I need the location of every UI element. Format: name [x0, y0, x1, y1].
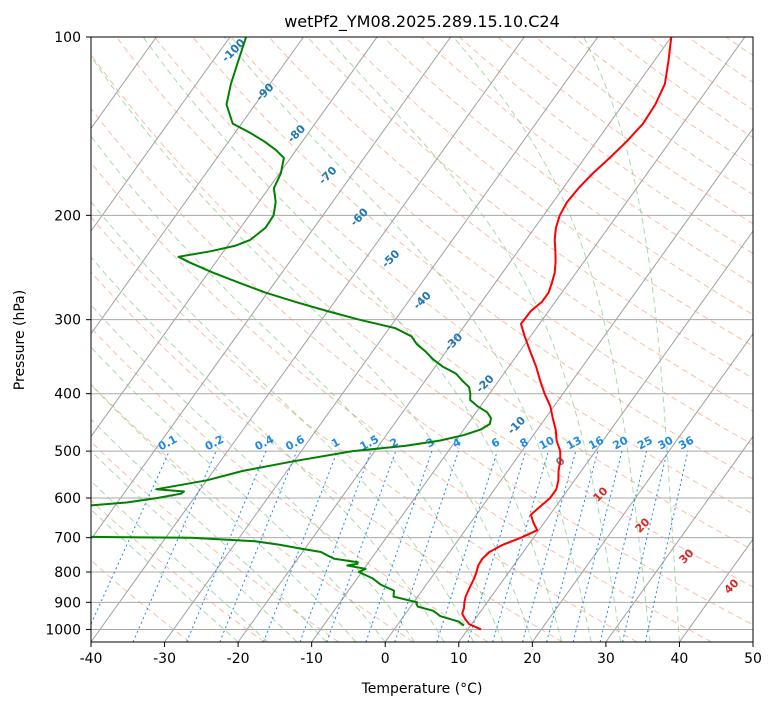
- dry-adiabat-line: [268, 37, 753, 412]
- dry-adiabat-line: [230, 37, 753, 446]
- moist-adiabat-line: [91, 55, 533, 642]
- y-tick-label: 900: [54, 595, 81, 611]
- dry-adiabat-line: [116, 37, 753, 551]
- moist-adiabat-line: [91, 135, 504, 642]
- isotherm-line: [91, 37, 304, 335]
- dry-adiabat-line: [91, 383, 414, 642]
- moist-adiabat-line: [91, 346, 386, 642]
- dry-adiabat-line: [91, 53, 753, 588]
- mixing-ratio-label: 13: [564, 434, 584, 453]
- moist-adiabat-line: [91, 480, 268, 642]
- mixing-ratio-label: 20: [611, 434, 631, 453]
- mixing-ratio-line: [394, 450, 459, 642]
- y-tick-label: 800: [54, 565, 81, 581]
- dry-adiabat-line: [91, 107, 753, 626]
- dry-adiabat-line: [497, 37, 753, 225]
- x-axis-label: Temperature (°C): [361, 681, 483, 697]
- moist-adiabat-line: [142, 37, 563, 642]
- chart-title: wetPf2_YM08.2025.289.15.10.C24: [284, 12, 560, 32]
- dry-adiabat-line: [573, 37, 753, 167]
- isotherm-line: [91, 37, 452, 541]
- dry-adiabat-line: [459, 37, 753, 255]
- dry-adiabat-line: [91, 327, 489, 642]
- x-tick-label: 0: [381, 651, 390, 667]
- x-tick-label: -20: [227, 651, 250, 667]
- y-tick-label: 100: [54, 30, 81, 46]
- mixing-ratio-line: [365, 450, 433, 642]
- moist-adiabat-line: [91, 508, 239, 642]
- moist-adiabat-line: [223, 37, 592, 642]
- moist-adiabat-line: [452, 37, 651, 642]
- mixing-ratio-line: [521, 450, 577, 642]
- y-tick-label: 500: [54, 444, 81, 460]
- x-tick-label: 40: [671, 651, 689, 667]
- isotherm-line: [311, 37, 746, 642]
- dry-adiabat-line: [344, 37, 753, 347]
- isotherm-line: [384, 127, 753, 642]
- mixing-ratio-label: 16: [586, 434, 606, 453]
- dry-adiabat-line: [91, 499, 265, 642]
- mixing-ratio-line: [299, 450, 372, 642]
- x-tick-label: 20: [523, 651, 541, 667]
- mixing-ratio-label: 30: [656, 434, 676, 453]
- x-tick-label: -40: [80, 651, 103, 667]
- y-tick-label: 700: [54, 531, 81, 547]
- moist-adiabat-line: [91, 304, 416, 642]
- profiles: [91, 37, 673, 631]
- y-axis-label: Pressure (hPa): [12, 290, 28, 390]
- isotherm-line: [91, 37, 525, 642]
- isotherm-line: [531, 332, 753, 642]
- isotherm-line: [679, 538, 753, 642]
- mixing-ratio-line: [326, 450, 397, 642]
- dewpoint-line: [91, 37, 492, 627]
- mixing-ratio-line: [263, 450, 338, 642]
- moist-adiabat-line: [91, 256, 445, 642]
- dry-adiabat-line: [91, 161, 713, 642]
- moist-adiabat-line: [326, 37, 622, 642]
- mixing-ratio-label: 10: [537, 434, 557, 453]
- x-tick-label: -10: [300, 651, 323, 667]
- x-tick-label: 50: [744, 651, 762, 667]
- moist-adiabat-line: [583, 37, 680, 642]
- x-tick-label: 30: [597, 651, 615, 667]
- dry-adiabat-line: [91, 216, 638, 642]
- x-axis: -40 -30 -20 -10 0 10 20 30 40 50: [80, 642, 762, 667]
- isotherm-line: [237, 37, 672, 642]
- mixing-ratio-label: 25: [635, 434, 655, 453]
- moist-adiabat-line: [91, 384, 357, 642]
- isotherm-line: [458, 230, 753, 642]
- dry-adiabat-line: [535, 37, 753, 196]
- plot-frame: [90, 36, 754, 643]
- y-axis: 100 200 300 400 500 600 700 800 900 1000: [45, 30, 91, 638]
- temperature-line: [461, 37, 673, 631]
- y-tick-label: 300: [54, 313, 81, 329]
- y-tick-label: 200: [54, 208, 81, 224]
- dry-adiabat-line: [306, 37, 753, 379]
- dry-adiabat-line: [154, 37, 753, 515]
- y-tick-label: 1000: [45, 622, 81, 638]
- x-tick-label: 10: [450, 651, 468, 667]
- mixing-ratio-line: [467, 450, 527, 642]
- mixing-ratio-label: 36: [676, 434, 696, 453]
- y-tick-label: 400: [54, 387, 81, 403]
- isotherm-line: [605, 435, 753, 642]
- mixing-ratio-line: [436, 450, 498, 642]
- isotherm-line: [91, 37, 378, 438]
- mixing-ratio-line: [219, 450, 298, 642]
- isotherm-line: [91, 37, 231, 232]
- mixing-ratio-line: [492, 450, 549, 642]
- y-tick-label: 600: [54, 491, 81, 507]
- x-tick-label: -30: [153, 651, 176, 667]
- moist-adiabat-line: [91, 450, 298, 642]
- moist-adiabat-line: [91, 200, 474, 642]
